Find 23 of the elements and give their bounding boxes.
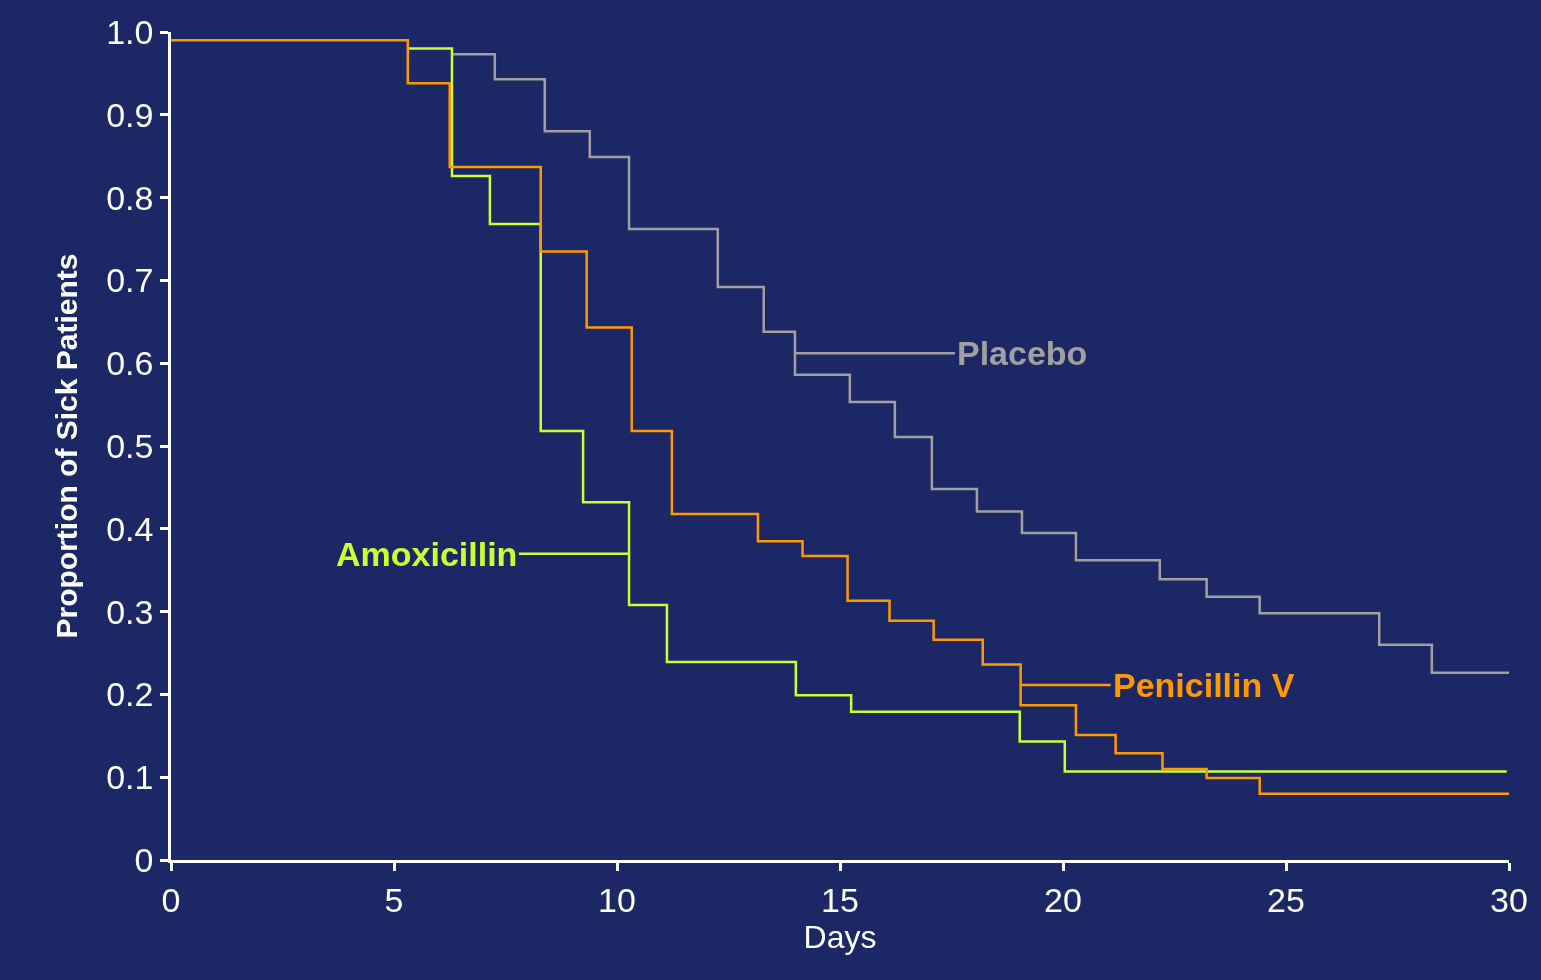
x-axis-title: Days	[803, 918, 877, 955]
y-tick-label: 0.9	[106, 95, 154, 134]
y-tick-label: 0.7	[106, 261, 154, 300]
y-tick-label: 1.0	[106, 12, 154, 51]
y-tick-label: 0.4	[106, 509, 154, 548]
y-tick-label: 0	[134, 840, 154, 879]
y-axis-title: Proportion of Sick Patients	[50, 253, 84, 639]
y-tick-label: 0.8	[106, 178, 154, 217]
y-tick-label: 0.1	[106, 758, 154, 797]
x-tick-label: 0	[161, 880, 181, 919]
legend-label: Penicillin V	[1113, 666, 1295, 704]
x-tick-label: 5	[384, 880, 404, 919]
x-tick-label: 15	[821, 880, 859, 919]
x-tick-label: 30	[1490, 880, 1528, 919]
y-tick-label: 0.3	[106, 592, 154, 631]
y-tick-label: 0.5	[106, 426, 154, 465]
text: Amoxicillin	[336, 535, 518, 573]
x-tick-label: 20	[1044, 880, 1082, 919]
y-tick-label: 0.6	[106, 344, 154, 383]
x-tick-label: 10	[598, 880, 636, 919]
x-tick-label: 25	[1267, 880, 1305, 919]
legend-label: Placebo	[957, 334, 1088, 372]
y-tick-label: 0.2	[106, 675, 154, 714]
